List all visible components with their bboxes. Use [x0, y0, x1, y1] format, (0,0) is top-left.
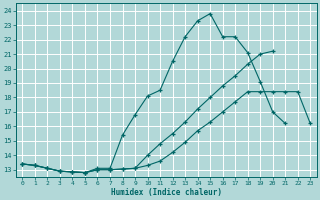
- X-axis label: Humidex (Indice chaleur): Humidex (Indice chaleur): [111, 188, 222, 197]
